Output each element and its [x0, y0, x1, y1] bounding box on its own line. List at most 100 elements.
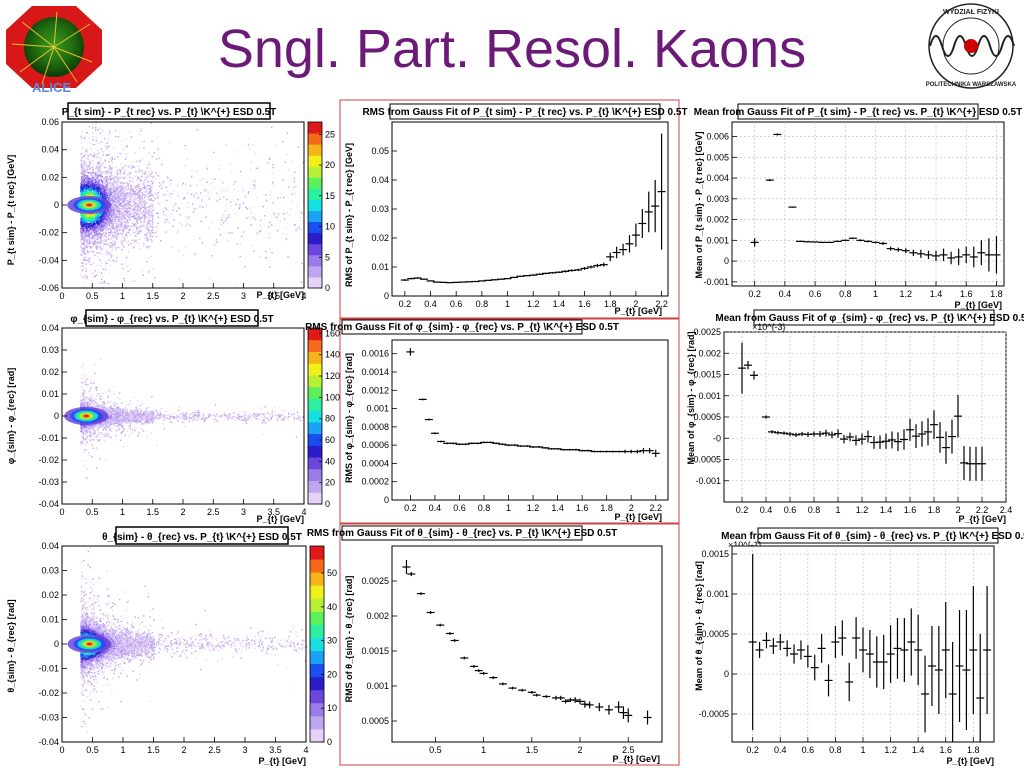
data-point [529, 274, 538, 276]
data-point [643, 710, 652, 725]
y-axis-label: φ_{sim} - φ_{rec} [rad] [6, 368, 16, 464]
data-point [894, 432, 902, 451]
y-tick-label: 0.0004 [361, 458, 389, 468]
x-tick-label: 3 [241, 291, 246, 301]
x-tick-label: 1.4 [551, 503, 564, 513]
y-tick-label: 0.0015 [701, 549, 729, 559]
y-tick-label: -0 [713, 433, 721, 443]
x-tick-label: 0.2 [748, 289, 761, 299]
colorbar-tick-label: 10 [327, 703, 337, 713]
data-point [948, 419, 956, 454]
x-tick-label: 1 [873, 289, 878, 299]
x-axis-label: P_{t} [GeV] [954, 300, 1002, 310]
data-point [593, 263, 602, 268]
data-point [407, 571, 416, 577]
colorbar-tick-label: 140 [325, 350, 340, 360]
data-point [542, 695, 551, 698]
y-tick-label: 0 [384, 291, 389, 301]
data-point [947, 251, 956, 265]
x-tick-label: 2 [578, 745, 583, 755]
y-tick-label: 0.04 [371, 175, 389, 185]
data-series [406, 348, 660, 458]
data-point [992, 236, 1001, 274]
data-point [606, 252, 615, 262]
data-point [796, 640, 805, 660]
y-tick-label: 0.0025 [693, 327, 721, 337]
colorbar-tick-label: 100 [325, 392, 340, 402]
y-tick-label: 0.004 [706, 173, 729, 183]
data-point [436, 623, 445, 627]
chart-title: Mean from Gauss Fit of θ_{sim} - θ_{rec}… [721, 531, 1024, 542]
y-tick-label: 0 [384, 495, 389, 505]
data-point [786, 431, 794, 437]
data-point [572, 448, 580, 451]
y-tick-label: 0.0005 [693, 412, 721, 422]
data-point [906, 418, 914, 441]
y-tick-label: 0.01 [41, 615, 59, 625]
y-tick-label: 0.001 [366, 681, 389, 691]
x-tick-label: 1.4 [912, 745, 925, 755]
colorbar-tick-label: 20 [325, 478, 335, 488]
y-tick-label: 0.002 [698, 348, 721, 358]
data-point [888, 431, 896, 449]
y-tick-label: 0.01 [41, 389, 59, 399]
data-point [969, 246, 978, 268]
pt-mean-chart: Mean from Gauss Fit of P_{t sim} - P_{t … [694, 103, 1022, 310]
y-tick-label: -0.02 [38, 228, 59, 238]
x-axis-label: P_{t} [GeV] [958, 514, 1006, 524]
x-tick-label: 1 [120, 745, 125, 755]
data-point [901, 248, 910, 254]
data-point [584, 449, 593, 452]
data-point [796, 240, 804, 242]
data-point [773, 133, 782, 136]
y-tick-label: 0 [54, 639, 59, 649]
data-point [406, 348, 415, 356]
data-point [864, 430, 872, 443]
density-peak [67, 635, 112, 653]
data-point [595, 702, 604, 712]
x-tick-label: 1.2 [900, 289, 913, 299]
data-point [936, 422, 944, 453]
y-tick-label: -0.04 [38, 499, 59, 509]
data-point [826, 241, 835, 244]
data-point [522, 445, 531, 447]
x-tick-label: 3.5 [267, 291, 280, 301]
x-tick-label: 2.5 [207, 291, 220, 301]
data-point [657, 133, 666, 250]
data-point [776, 634, 785, 650]
data-point [489, 676, 498, 679]
data-point [856, 239, 865, 242]
x-tick-label: 1.6 [578, 299, 591, 309]
x-tick-label: 0.5 [429, 745, 442, 755]
chart-title: RMS from Gauss Fit of φ_{sim} - φ_{rec} … [305, 322, 619, 333]
x-axis-label: P_{t} [GeV] [256, 514, 304, 524]
colorbar: 0 20 40 60 80 100 120 140 160 [307, 327, 340, 509]
x-tick-label: 1.5 [146, 291, 159, 301]
x-tick-label: 2.5 [208, 745, 221, 755]
y-axis-label: P_{t sim} - P_{t rec} [GeV] [6, 155, 16, 266]
data-point [924, 250, 933, 260]
x-tick-label: 0.2 [399, 299, 412, 309]
data-point [788, 206, 797, 208]
y-tick-label: 0 [54, 200, 59, 210]
y-tick-label: -0.0005 [698, 709, 729, 719]
data-point [554, 271, 563, 274]
page-title: Sngl. Part. Resol. Kaons [217, 19, 807, 79]
alice-logo: ALICE [6, 6, 102, 94]
chart-title: φ_{sim} - φ_{rec} vs. P_{t} \K^{+} ESD 0… [70, 314, 273, 325]
x-tick-label: 1 [120, 291, 125, 301]
data-point [780, 431, 788, 435]
x-tick-label: 0.4 [429, 503, 442, 513]
x-tick-label: 1.5 [526, 745, 539, 755]
data-point [976, 634, 985, 742]
x-tick-label: 0.4 [774, 745, 787, 755]
data-point [450, 639, 459, 642]
x-tick-label: 0 [59, 745, 64, 755]
chart-title: Mean from Gauss Fit of φ_{sim} - φ_{rec}… [715, 313, 1024, 324]
data-point [893, 618, 902, 679]
data-point [535, 446, 544, 448]
y-tick-label: 0.0002 [361, 477, 389, 487]
y-axis-label: Mean of P_{t sim} - P_{t rec} [GeV] [694, 131, 704, 278]
data-point [765, 179, 774, 182]
data-point [645, 447, 654, 454]
